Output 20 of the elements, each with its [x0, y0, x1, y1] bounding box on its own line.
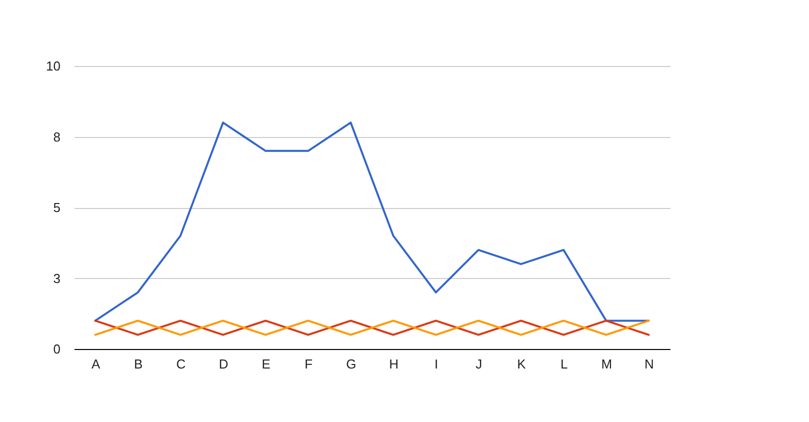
x-tick-label: H: [389, 356, 398, 372]
line-series: [94, 122, 650, 322]
x-tick-label: J: [476, 356, 482, 372]
x-tick-label: L: [560, 356, 568, 372]
x-tick-label: N: [644, 356, 654, 372]
x-tick-label: G: [346, 356, 356, 372]
y-tick-label: 10: [46, 58, 60, 74]
x-tick-label: K: [517, 356, 526, 372]
x-tick-label: M: [601, 356, 612, 372]
x-tick-label: A: [91, 356, 100, 372]
x-tick-label: E: [262, 356, 271, 372]
x-tick-label: F: [304, 356, 313, 372]
y-tick-label: 3: [53, 270, 60, 286]
x-tick-label: B: [134, 356, 143, 372]
x-tick-label: I: [434, 356, 438, 372]
x-tick-label: D: [218, 356, 228, 372]
y-tick-label: 0: [53, 342, 60, 356]
y-tick-label: 8: [53, 129, 60, 144]
x-tick-label: C: [176, 356, 186, 372]
y-tick-label: 5: [53, 200, 60, 215]
